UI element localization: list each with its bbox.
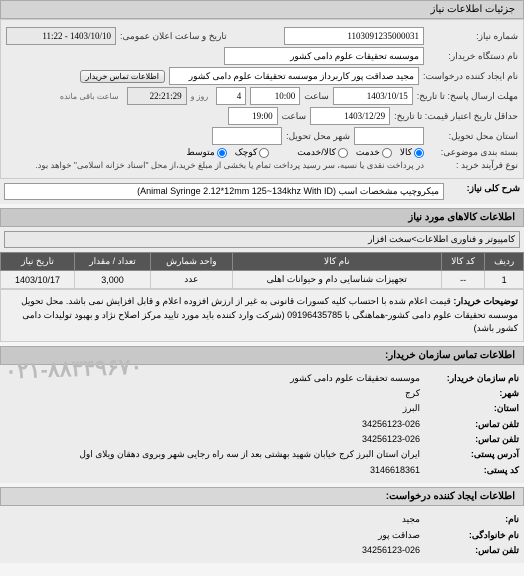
time-left-input: [127, 87, 187, 105]
col-unit: واحد شمارش: [151, 253, 233, 271]
deadline-date-input[interactable]: [333, 87, 413, 105]
col-code: کد کالا: [441, 253, 485, 271]
phone-val: 34256123-026: [362, 417, 420, 431]
cell-qty: 3,000: [74, 271, 150, 289]
validity-time-input[interactable]: [228, 107, 278, 125]
item-desc-row: شرح کلی نیاز: میکروچیپ مشخصات اسب (Anima…: [0, 179, 524, 204]
col-name: نام کالا: [232, 253, 441, 271]
radio-small-input[interactable]: [259, 148, 269, 158]
validity-label: حداقل تاریخ اعتبار قیمت: تا تاریخ:: [394, 111, 518, 122]
cell-name: تجهیزات شناسایی دام و حیوانات اهلی: [232, 271, 441, 289]
time-label-1: ساعت: [304, 91, 329, 102]
pkg-label: بسته بندی موضوعی:: [428, 147, 518, 158]
time-label-2: ساعت: [282, 111, 307, 122]
state-label: استان:: [424, 401, 519, 415]
city-deliv-label: شهر محل تحویل:: [286, 131, 350, 142]
watermark-phone: ۰۲۱-۸۸۳۴۹۶۷۰: [5, 353, 143, 384]
creator-section-header: اطلاعات ایجاد کننده درخواست:: [0, 487, 524, 506]
deadline-label: مهلت ارسال پاسخ: تا تاریخ:: [417, 91, 518, 102]
contact-section: نام سازمان خریدار: موسسه تحقیقات علوم دام…: [0, 365, 524, 484]
announce-label: تاریخ و ساعت اعلان عمومی:: [120, 31, 227, 42]
table-header-row: ردیف کد کالا نام کالا واحد شمارش تعداد /…: [1, 253, 524, 271]
radio-kala-input[interactable]: [414, 148, 424, 158]
state-deliv-label: استان محل تحویل:: [428, 131, 518, 142]
radio-kala[interactable]: کالا: [400, 147, 424, 158]
radio-medium[interactable]: متوسط: [186, 147, 226, 158]
radio-service-input[interactable]: [382, 148, 392, 158]
panel-title: جزئیات اطلاعات نیاز: [431, 4, 515, 15]
addr-label: آدرس پستی:: [424, 447, 519, 461]
time-left-label: ساعت باقی مانده: [60, 92, 119, 101]
group-value: کامپیوتر و فناوری اطلاعات>سخت افزار: [4, 231, 520, 248]
buyer-desc-box: توضیحات خریدار: قیمت اعلام شده با احتساب…: [0, 289, 524, 342]
days-left-label: روز و: [191, 92, 209, 101]
creator-section: نام: مجید نام خانوادگی: صداقت پور تلفن تما…: [0, 506, 524, 563]
size-radio-group: کوچک متوسط: [186, 147, 269, 158]
creator-family-label: نام خانوادگی:: [424, 528, 519, 542]
radio-medium-input[interactable]: [217, 148, 227, 158]
item-desc-value: میکروچیپ مشخصات اسب (Animal Syringe 2.12…: [4, 183, 444, 200]
days-left-input: [216, 87, 246, 105]
postal-val: 3146618361: [370, 463, 420, 477]
state-deliv-input[interactable]: [354, 127, 424, 145]
radio-both[interactable]: کالا/خدمت: [297, 147, 348, 158]
city-deliv-input[interactable]: [212, 127, 282, 145]
form-main: شماره نیاز: تاریخ و ساعت اعلان عمومی: نا…: [0, 19, 524, 179]
items-section-header: اطلاعات کالاهای مورد نیاز: [0, 208, 524, 227]
item-desc-label: شرح کلی نیاز:: [450, 183, 520, 200]
group-row: کامپیوتر و فناوری اطلاعات>سخت افزار: [0, 227, 524, 252]
buyer-contact-button[interactable]: اطلاعات تماس خریدار: [80, 70, 165, 83]
buyer-desc-label: توضیحات خریدار:: [453, 296, 518, 306]
buyer-device-input[interactable]: [224, 47, 424, 65]
fax-label: تلفن تماس:: [424, 432, 519, 446]
table-row[interactable]: 1 -- تجهیزات شناسایی دام و حیوانات اهلی …: [1, 271, 524, 289]
creator-name-val: مجید: [402, 512, 420, 526]
org-val: موسسه تحقیقات علوم دامی کشور: [290, 371, 420, 385]
city-label: شهر:: [424, 386, 519, 400]
col-date: تاریخ نیاز: [1, 253, 75, 271]
buyer-desc-text: قیمت اعلام شده با احتساب کلیه کسورات قان…: [21, 296, 518, 333]
org-label: نام سازمان خریدار:: [424, 371, 519, 385]
cell-unit: عدد: [151, 271, 233, 289]
requester-label: نام ایجاد کننده درخواست:: [423, 71, 518, 82]
creator-family-val: صداقت پور: [378, 528, 420, 542]
purchase-note: در پرداخت نقدی یا نسیه، سر رسید پرداخت ت…: [35, 160, 424, 171]
radio-small[interactable]: کوچک: [235, 147, 270, 158]
buyer-device-label: نام دستگاه خریدار:: [428, 51, 518, 62]
radio-both-input[interactable]: [338, 148, 348, 158]
creator-phone-val: 34256123-026: [362, 543, 420, 557]
deadline-time-input[interactable]: [250, 87, 300, 105]
cell-code: --: [441, 271, 485, 289]
req-no-label: شماره نیاز:: [428, 31, 518, 42]
purchase-type-label: نوع فرآیند خرید :: [428, 160, 518, 171]
items-table: ردیف کد کالا نام کالا واحد شمارش تعداد /…: [0, 252, 524, 289]
addr-val: ایران استان البرز کرج خیابان شهید بهشتی …: [79, 447, 420, 461]
req-no-input[interactable]: [284, 27, 424, 45]
requester-input[interactable]: [169, 67, 419, 85]
cell-date: 1403/10/17: [1, 271, 75, 289]
creator-phone-label: تلفن تماس:: [424, 543, 519, 557]
fax-val: 34256123-026: [362, 432, 420, 446]
postal-label: کد پستی:: [424, 463, 519, 477]
col-row: ردیف: [485, 253, 524, 271]
col-qty: تعداد / مقدار: [74, 253, 150, 271]
state-val: البرز: [403, 401, 420, 415]
cell-row: 1: [485, 271, 524, 289]
pkg-radio-group: کالا خدمت کالا/خدمت: [297, 147, 424, 158]
announce-input: [6, 27, 116, 45]
city-val: کرج: [405, 386, 420, 400]
radio-service[interactable]: خدمت: [356, 147, 392, 158]
panel-header: جزئیات اطلاعات نیاز: [0, 0, 524, 19]
validity-date-input[interactable]: [310, 107, 390, 125]
creator-name-label: نام:: [424, 512, 519, 526]
phone-label: تلفن تماس:: [424, 417, 519, 431]
